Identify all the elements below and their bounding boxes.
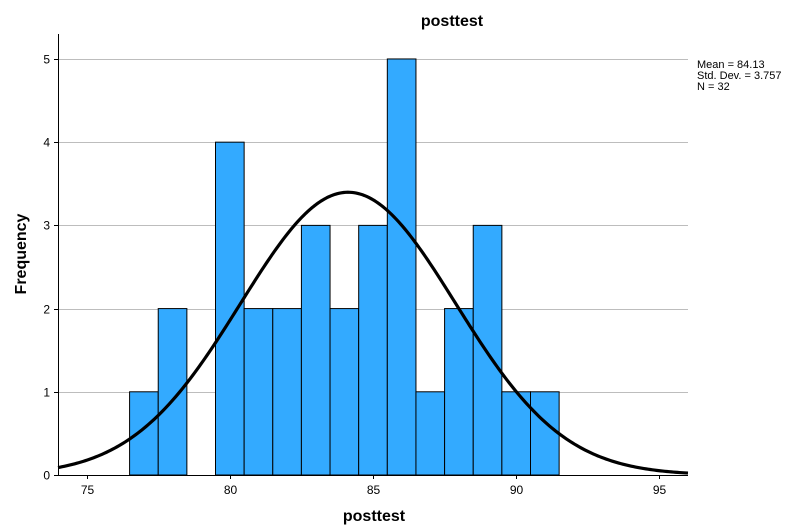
chart-title: posttest [421, 13, 484, 30]
stats-n: N = 32 [697, 81, 730, 93]
y-tick-label: 1 [43, 386, 50, 400]
stats-std-dev: Std. Dev. = 3.757 [697, 70, 782, 82]
normal-curve-layer [57, 190, 689, 475]
y-tick-label: 5 [43, 53, 50, 67]
x-tick-label: 95 [653, 483, 667, 497]
y-tick-label: 2 [43, 303, 50, 317]
histogram-bar [329, 308, 360, 476]
histogram-bar [243, 308, 274, 476]
histogram-bar [530, 391, 560, 476]
histogram-bars [129, 58, 560, 476]
x-tick-label: 80 [224, 483, 238, 497]
y-tick-label: 0 [43, 469, 50, 483]
histogram-bar [272, 308, 302, 476]
x-tick-label: 85 [367, 483, 381, 497]
histogram-bar [129, 391, 159, 476]
histogram-bar [215, 141, 245, 476]
x-axis-title: posttest [343, 508, 406, 525]
histogram-bar [415, 391, 446, 476]
y-tick-label: 3 [43, 219, 50, 233]
x-tick-label: 75 [81, 483, 95, 497]
axes: 0 1 2 3 4 5 75 80 85 90 95 [43, 34, 688, 497]
x-tick-label: 90 [510, 483, 524, 497]
chart-text: posttest posttest Frequency Mean = 84.13… [13, 13, 782, 525]
histogram-bar [444, 308, 474, 476]
normal-curve [57, 190, 689, 475]
y-axis-title: Frequency [13, 213, 30, 294]
y-tick-label: 4 [43, 136, 50, 150]
histogram-bar [358, 224, 388, 476]
histogram-bar [386, 58, 417, 476]
stats-mean: Mean = 84.13 [697, 59, 765, 71]
histogram-bar [157, 308, 188, 476]
histogram-bar [300, 224, 331, 476]
